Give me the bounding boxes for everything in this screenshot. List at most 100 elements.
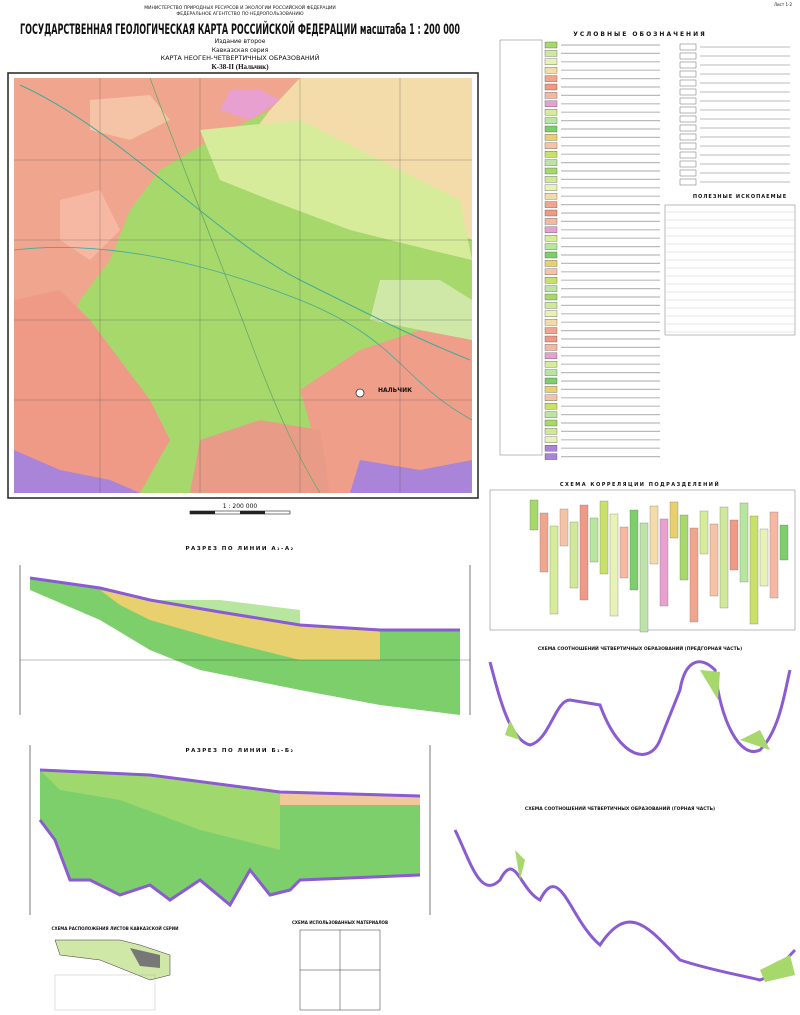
section-a <box>19 565 471 715</box>
mountains-profile <box>453 829 797 982</box>
legend-swatch <box>544 445 558 452</box>
sheet-id: K-38-II (Нальчик) <box>211 63 269 71</box>
agency: ФЕДЕРАЛЬНОЕ АГЕНТСТВО ПО НЕДРОПОЛЬЗОВАНИ… <box>176 11 303 17</box>
correlation-bar <box>639 522 649 633</box>
legend-swatch <box>544 327 558 334</box>
legend-swatch <box>544 411 558 418</box>
legend-swatch <box>544 344 558 351</box>
section-b <box>29 745 431 915</box>
legend-swatch <box>544 209 558 217</box>
scale-bar-segment <box>190 511 215 514</box>
geological-map: НАЛЬЧИК <box>7 72 479 499</box>
legend-symbol <box>679 70 697 78</box>
correlation-bar <box>669 501 679 539</box>
legend-swatch <box>544 235 558 242</box>
legend-symbol <box>679 151 697 159</box>
legend-swatch <box>544 109 558 116</box>
legend-swatch <box>544 218 558 225</box>
correlation-bar <box>769 511 779 599</box>
legend-swatch <box>544 58 558 65</box>
legend-symbol <box>679 124 697 132</box>
minerals-title: ПОЛЕЗНЫЕ ИСКОПАЕМЫЕ <box>693 194 787 200</box>
legend-symbol <box>679 61 697 69</box>
correlation-bar <box>689 527 699 623</box>
legend-swatch <box>544 428 558 435</box>
correlation-bar <box>539 512 549 573</box>
correlation-scheme <box>489 489 796 633</box>
legend-symbol <box>679 160 697 168</box>
correlation-bar <box>659 518 669 607</box>
minerals-table <box>664 204 796 336</box>
legend-swatch <box>544 167 558 175</box>
layout-scheme-title: СХЕМА РАСПОЛОЖЕНИЯ ЛИСТОВ КАВКАЗСКОЙ СЕР… <box>52 926 179 931</box>
mountains-deposits <box>515 850 795 982</box>
legend-swatch <box>544 184 558 191</box>
legend-swatch <box>544 159 558 166</box>
legend-swatch <box>544 92 558 99</box>
legend-swatch <box>544 251 558 259</box>
legend-swatch <box>544 243 558 250</box>
legend-swatch <box>544 75 558 82</box>
mountains-scheme-title: СХЕМА СООТНОШЕНИЙ ЧЕТВЕРТИЧНЫХ ОБРАЗОВАН… <box>525 804 715 812</box>
correlation-bar <box>629 509 639 591</box>
legend-symbol <box>679 115 697 123</box>
legend-swatch <box>544 117 558 124</box>
series: Кавказская серия <box>212 47 269 54</box>
legend-swatch <box>544 335 558 343</box>
correlation-bar <box>649 505 659 565</box>
correlation-bar <box>619 526 629 579</box>
legend-swatch <box>544 310 558 317</box>
legend-symbol <box>679 142 697 150</box>
legend-swatch <box>544 83 558 91</box>
section-b-title: РАЗРЕЗ ПО ЛИНИИ Б₁-Б₂ <box>186 748 295 754</box>
legend-swatch <box>544 50 558 57</box>
legend-symbol <box>679 79 697 87</box>
legend-swatch <box>544 403 558 410</box>
correlation-bar <box>529 499 539 531</box>
correlation-bar <box>579 504 589 601</box>
correlation-bar <box>709 523 719 597</box>
legend-swatch <box>544 268 558 275</box>
legend-swatch <box>544 142 558 149</box>
legend-swatch <box>544 176 558 183</box>
correlation-bar <box>609 513 619 617</box>
correlation-title: СХЕМА КОРРЕЛЯЦИИ ПОДРАЗДЕЛЕНИЙ <box>560 480 720 488</box>
legend-swatch <box>544 419 558 427</box>
legend-symbol <box>679 97 697 105</box>
legend-symbol <box>679 106 697 114</box>
correlation-bar <box>779 524 789 561</box>
legend-swatch <box>544 285 558 292</box>
legend-swatch <box>544 201 558 208</box>
legend-swatch <box>544 436 558 443</box>
main-title: ГОСУДАРСТВЕННАЯ ГЕОЛОГИЧЕСКАЯ КАРТА РОСС… <box>20 21 460 38</box>
correlation-bar <box>759 528 769 587</box>
legend-symbol <box>679 178 697 186</box>
legend-symbol <box>679 43 697 51</box>
sheet-number: Лист 1-2 <box>774 2 792 7</box>
legend-column <box>499 39 543 456</box>
correlation-bar <box>569 521 579 589</box>
correlation-bar <box>679 514 689 581</box>
legend-swatch <box>544 67 558 74</box>
legend-swatch <box>544 302 558 309</box>
map-title: КАРТА НЕОГЕН-ЧЕТВЕРТИЧНЫХ ОБРАЗОВАНИЙ <box>160 53 319 62</box>
legend-swatch <box>544 453 558 460</box>
foothills-scheme-title: СХЕМА СООТНОШЕНИЙ ЧЕТВЕРТИЧНЫХ ОБРАЗОВАН… <box>538 644 742 652</box>
legend-swatch <box>544 352 558 359</box>
scale-bar-segment <box>240 511 265 514</box>
legend-swatch <box>544 151 558 158</box>
legend-title: УСЛОВНЫЕ ОБОЗНАЧЕНИЯ <box>573 31 706 38</box>
correlation-bar <box>589 517 599 563</box>
legend-swatch <box>544 226 558 233</box>
correlation-bar <box>749 515 759 625</box>
correlation-bar <box>729 519 739 571</box>
edition: Издание второе <box>215 38 266 45</box>
legend-swatch <box>544 134 558 141</box>
correlation-bar <box>719 506 729 609</box>
ministry: МИНИСТЕРСТВО ПРИРОДНЫХ РЕСУРСОВ И ЭКОЛОГ… <box>144 4 335 11</box>
legend-symbol <box>679 133 697 141</box>
section-a-title: РАЗРЕЗ ПО ЛИНИИ А₁-А₂ <box>185 546 294 552</box>
legend-swatch <box>544 193 558 200</box>
